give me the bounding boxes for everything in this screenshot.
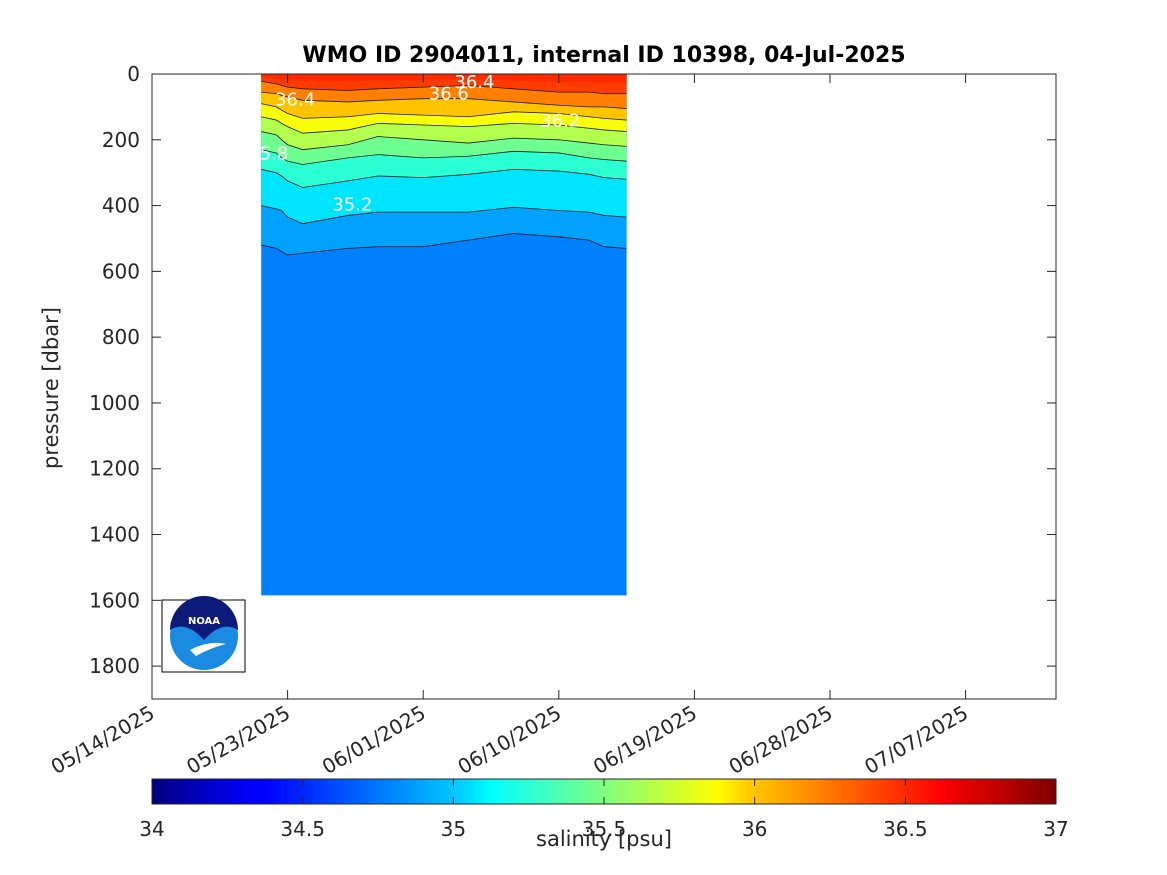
x-tick-label: 06/19/2025 xyxy=(589,701,701,779)
y-tick-label: 200 xyxy=(102,128,140,152)
x-tick-label: 06/10/2025 xyxy=(453,701,565,779)
y-tick-label: 400 xyxy=(102,194,140,218)
contour-fill-surface xyxy=(261,74,627,83)
colorbar-label: salinity [psu] xyxy=(536,827,672,851)
colorbar-tick-label: 36 xyxy=(742,817,767,841)
y-tick-label: 1000 xyxy=(89,391,140,415)
y-tick-label: 1800 xyxy=(89,654,140,678)
colorbar-axis: 34 34.5 35 35.5 36 36.5 37 xyxy=(139,779,1069,841)
contour-label: 36.4 xyxy=(454,72,494,93)
colorbar-tick-label: 34.5 xyxy=(280,817,325,841)
y-tick-label: 0 xyxy=(127,62,140,86)
contour-label: 35.2 xyxy=(332,195,372,216)
x-tick-label: 05/23/2025 xyxy=(182,701,294,779)
axes-box xyxy=(151,73,1057,700)
y-tick-label: 800 xyxy=(102,325,140,349)
colorbar-tick-label: 35 xyxy=(441,817,466,841)
y-tick-label: 1200 xyxy=(89,457,140,481)
contour-line-34.8 xyxy=(261,233,627,256)
x-tick-label: 06/01/2025 xyxy=(318,701,430,779)
contour-fills xyxy=(261,74,627,596)
colorbar-tick-label: 34 xyxy=(139,817,164,841)
y-axis-label: pressure [dbar] xyxy=(39,307,63,469)
contour-label: 36.2 xyxy=(540,111,580,132)
contour-line-36.4 xyxy=(261,80,627,95)
x-tick-label: 05/14/2025 xyxy=(47,701,159,779)
x-tick-label: 07/07/2025 xyxy=(860,701,972,779)
contour-labels: 36.4 36.636.436.25.835.2 xyxy=(260,72,581,215)
contour-label: 36.4 xyxy=(275,89,315,110)
contour-label: 5.8 xyxy=(260,144,289,165)
contour-line-35.6 xyxy=(261,131,627,151)
contour-line-36 xyxy=(261,103,627,121)
colorbar-tick-label: 36.5 xyxy=(883,817,928,841)
contour-line-35.8 xyxy=(261,116,627,134)
contour-line-35 xyxy=(261,205,627,225)
contour-line-35.4 xyxy=(261,149,627,165)
contour-lines xyxy=(261,80,627,256)
contour-line-36.2 xyxy=(261,91,627,109)
colorbar-tick-label: 35.5 xyxy=(582,817,627,841)
chart-title: WMO ID 2904011, internal ID 10398, 04-Ju… xyxy=(302,43,905,68)
x-tick-label: 06/28/2025 xyxy=(725,701,837,779)
noaa-logo: NOAA xyxy=(161,596,246,673)
contour-label: 36.6 xyxy=(429,83,469,104)
noaa-logo-text: NOAA xyxy=(188,616,220,627)
colorbar-tick-label: 37 xyxy=(1043,817,1068,841)
contour-line-35.2 xyxy=(261,168,627,188)
y-tick-label: 1400 xyxy=(89,523,140,547)
y-tick-label: 1600 xyxy=(89,588,140,612)
y-axis: 0 200 400 600 800 1000 1200 1400 1600 1800 xyxy=(89,62,1056,678)
y-tick-label: 600 xyxy=(102,259,140,283)
